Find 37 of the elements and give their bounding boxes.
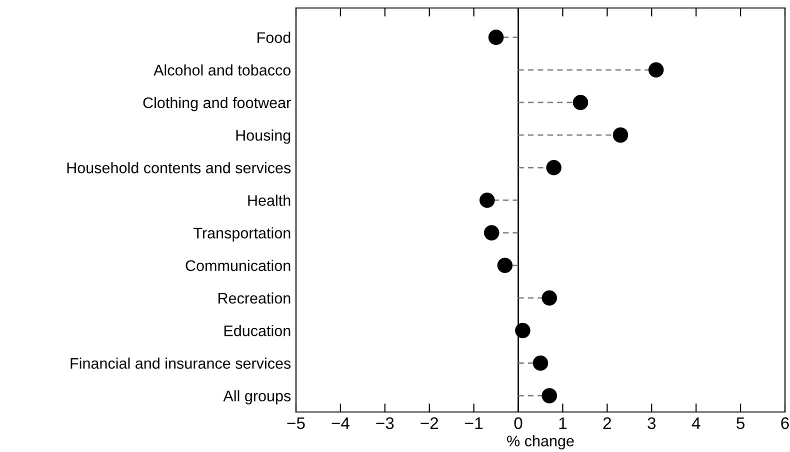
y-tick-label: Food (258, 32, 290, 44)
x-tick-label: 3 (648, 417, 656, 430)
x-tick-label: 2 (603, 417, 611, 429)
point (542, 388, 558, 404)
x-axis-title: % change (507, 435, 574, 450)
point (532, 355, 548, 371)
point (515, 322, 530, 338)
y-tick-label: Transportation (194, 227, 290, 242)
point (497, 258, 513, 274)
point (480, 192, 495, 208)
point (542, 290, 558, 306)
x-tick-label: 6 (781, 417, 789, 430)
point (648, 62, 664, 78)
x-tick-label: −4 (332, 417, 350, 429)
y-tick-label: Recreation (218, 292, 290, 304)
point (572, 94, 588, 110)
y-tick-label: Communication (186, 260, 290, 272)
x-tick-label: −2 (420, 417, 438, 429)
point (488, 30, 504, 45)
point (612, 127, 628, 143)
y-tick-label: Alcohol and tobacco (154, 64, 291, 76)
x-tick-label: −3 (376, 417, 394, 430)
y-tick-label: All groups (223, 390, 291, 404)
x-tick-label: 0 (514, 417, 522, 430)
x-tick-label: 5 (736, 417, 744, 430)
y-tick-label: Household contents and services (67, 162, 291, 174)
point (484, 225, 500, 240)
point (546, 160, 562, 176)
x-tick-label: 1 (559, 417, 567, 429)
y-tick-label: Financial and insurance services (70, 358, 291, 369)
y-tick-label: Education (224, 325, 290, 336)
y-tick-label: Housing (236, 130, 290, 144)
x-tick-label: −5 (287, 417, 305, 430)
y-tick-label: Health (248, 194, 290, 206)
x-tick-label: 4 (692, 417, 700, 429)
y-tick-label: Clothing and footwear (143, 96, 291, 112)
x-tick-label: −1 (465, 417, 483, 429)
